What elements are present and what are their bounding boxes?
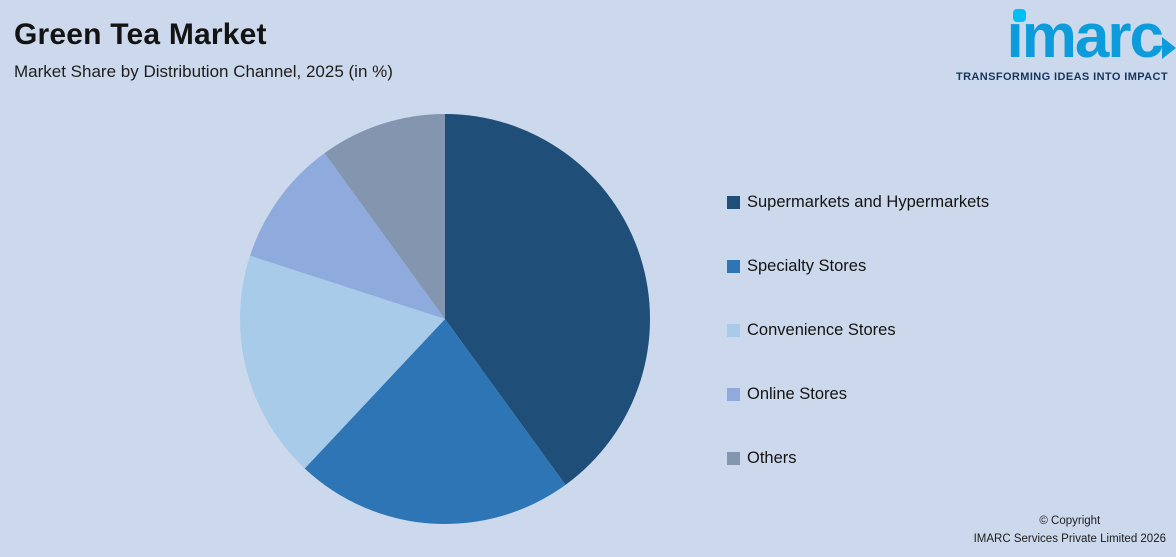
imarc-wordmark: ımarc xyxy=(1007,6,1176,68)
logo-dot-icon xyxy=(1012,9,1026,22)
chart-subtitle: Market Share by Distribution Channel, 20… xyxy=(14,62,393,81)
legend-marker-icon xyxy=(727,388,740,401)
pie-slice-1 xyxy=(304,319,566,525)
legend-item-others: Others xyxy=(727,449,989,467)
legend-label: Convenience Stores xyxy=(747,321,896,339)
pie-chart-container xyxy=(239,113,651,525)
legend-marker-icon xyxy=(727,260,740,273)
chart-title: Green Tea Market xyxy=(14,18,267,51)
legend-marker-icon xyxy=(727,452,740,465)
legend-label: Specialty Stores xyxy=(747,257,867,275)
logo-arrow-icon xyxy=(1162,36,1176,59)
copyright-line2: IMARC Services Private Limited 2026 xyxy=(973,533,1166,546)
legend-item-online: Online Stores xyxy=(727,385,989,403)
pie-slice-2 xyxy=(239,255,445,469)
logo-tagline: TRANSFORMING IDEAS INTO IMPACT xyxy=(955,70,1168,83)
imarc-logo: ımarc TRANSFORMING IDEAS INTO IMPACT xyxy=(936,6,1176,83)
legend-item-specialty: Specialty Stores xyxy=(727,257,989,275)
copyright-line1: © Copyright xyxy=(1039,515,1101,528)
chart-legend: Supermarkets and Hypermarkets Specialty … xyxy=(727,193,990,514)
pie-slice-3 xyxy=(250,153,445,319)
chart-header: Green Tea Market Market Share by Distrib… xyxy=(14,18,393,82)
legend-marker-icon xyxy=(727,324,740,337)
pie-slice-4 xyxy=(324,114,445,319)
legend-marker-icon xyxy=(727,196,740,209)
copyright: © Copyright IMARC Services Private Limit… xyxy=(974,513,1166,549)
legend-label: Online Stores xyxy=(747,385,847,403)
legend-item-supermarkets: Supermarkets and Hypermarkets xyxy=(727,193,990,211)
legend-item-convenience: Convenience Stores xyxy=(727,321,989,339)
legend-label: Others xyxy=(747,449,797,467)
logo-text: ımarc xyxy=(1006,2,1164,71)
pie-chart xyxy=(239,114,651,525)
legend-label: Supermarkets and Hypermarkets xyxy=(747,193,990,211)
pie-slice-0 xyxy=(445,114,651,485)
